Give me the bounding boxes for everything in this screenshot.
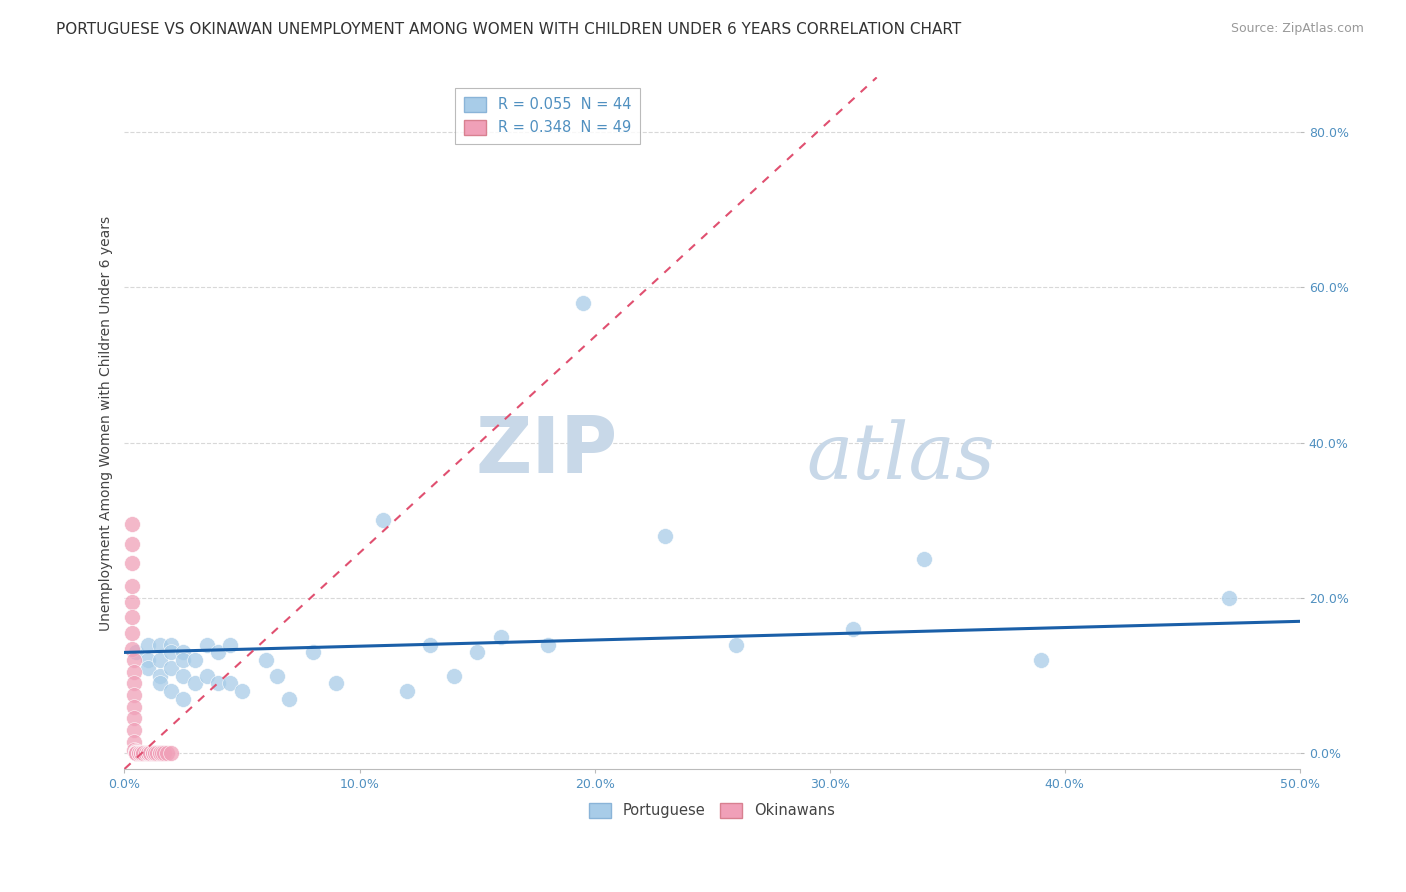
Point	[219, 676, 242, 690]
Point	[443, 669, 465, 683]
Point	[122, 742, 145, 756]
Point	[195, 669, 218, 683]
Point	[146, 746, 169, 760]
Point	[142, 746, 165, 760]
Point	[912, 552, 935, 566]
Point	[207, 645, 229, 659]
Point	[136, 746, 159, 760]
Point	[254, 653, 277, 667]
Point	[156, 746, 179, 760]
Point	[219, 638, 242, 652]
Point	[278, 692, 301, 706]
Point	[136, 746, 159, 760]
Point	[325, 676, 347, 690]
Point	[1218, 591, 1240, 605]
Point	[536, 638, 558, 652]
Point	[172, 692, 194, 706]
Point	[121, 626, 143, 640]
Point	[125, 746, 148, 760]
Point	[143, 746, 166, 760]
Point	[125, 746, 148, 760]
Point	[395, 684, 418, 698]
Point	[136, 653, 159, 667]
Point	[122, 688, 145, 702]
Text: Source: ZipAtlas.com: Source: ZipAtlas.com	[1230, 22, 1364, 36]
Point	[149, 676, 172, 690]
Point	[125, 746, 148, 760]
Point	[160, 684, 183, 698]
Text: atlas: atlas	[806, 419, 995, 496]
Point	[121, 517, 143, 532]
Point	[125, 645, 148, 659]
Point	[135, 746, 157, 760]
Point	[139, 746, 162, 760]
Point	[153, 746, 176, 760]
Point	[207, 676, 229, 690]
Point	[195, 638, 218, 652]
Point	[842, 622, 865, 636]
Point	[125, 746, 148, 760]
Point	[172, 669, 194, 683]
Point	[489, 630, 512, 644]
Point	[125, 745, 148, 759]
Point	[121, 610, 143, 624]
Point	[129, 746, 152, 760]
Point	[122, 665, 145, 679]
Point	[121, 595, 143, 609]
Point	[149, 669, 172, 683]
Point	[132, 746, 155, 760]
Point	[149, 653, 172, 667]
Point	[149, 746, 172, 760]
Point	[122, 735, 145, 749]
Point	[142, 746, 165, 760]
Point	[132, 746, 155, 760]
Point	[136, 661, 159, 675]
Point	[121, 556, 143, 570]
Point	[160, 661, 183, 675]
Point	[160, 638, 183, 652]
Y-axis label: Unemployment Among Women with Children Under 6 years: Unemployment Among Women with Children U…	[100, 216, 114, 631]
Point	[465, 645, 488, 659]
Point	[371, 513, 394, 527]
Point	[1031, 653, 1053, 667]
Point	[121, 536, 143, 550]
Text: ZIP: ZIP	[475, 413, 619, 489]
Point	[121, 579, 143, 593]
Point	[122, 653, 145, 667]
Point	[266, 669, 288, 683]
Point	[172, 653, 194, 667]
Point	[149, 638, 172, 652]
Point	[160, 746, 183, 760]
Point	[125, 744, 148, 758]
Point	[150, 746, 173, 760]
Point	[122, 699, 145, 714]
Point	[122, 676, 145, 690]
Point	[128, 746, 150, 760]
Point	[184, 653, 207, 667]
Point	[125, 746, 148, 760]
Point	[301, 645, 323, 659]
Point	[572, 295, 595, 310]
Point	[172, 645, 194, 659]
Point	[231, 684, 253, 698]
Point	[122, 711, 145, 725]
Point	[419, 638, 441, 652]
Legend: Portuguese, Okinawans: Portuguese, Okinawans	[583, 797, 841, 824]
Point	[184, 676, 207, 690]
Point	[128, 746, 150, 760]
Point	[143, 746, 166, 760]
Point	[122, 723, 145, 738]
Text: PORTUGUESE VS OKINAWAN UNEMPLOYMENT AMONG WOMEN WITH CHILDREN UNDER 6 YEARS CORR: PORTUGUESE VS OKINAWAN UNEMPLOYMENT AMON…	[56, 22, 962, 37]
Point	[149, 746, 172, 760]
Point	[129, 746, 152, 760]
Point	[139, 746, 162, 760]
Point	[654, 529, 676, 543]
Point	[125, 746, 148, 760]
Point	[724, 638, 747, 652]
Point	[121, 641, 143, 656]
Point	[160, 645, 183, 659]
Point	[136, 746, 159, 760]
Point	[136, 638, 159, 652]
Point	[125, 746, 148, 760]
